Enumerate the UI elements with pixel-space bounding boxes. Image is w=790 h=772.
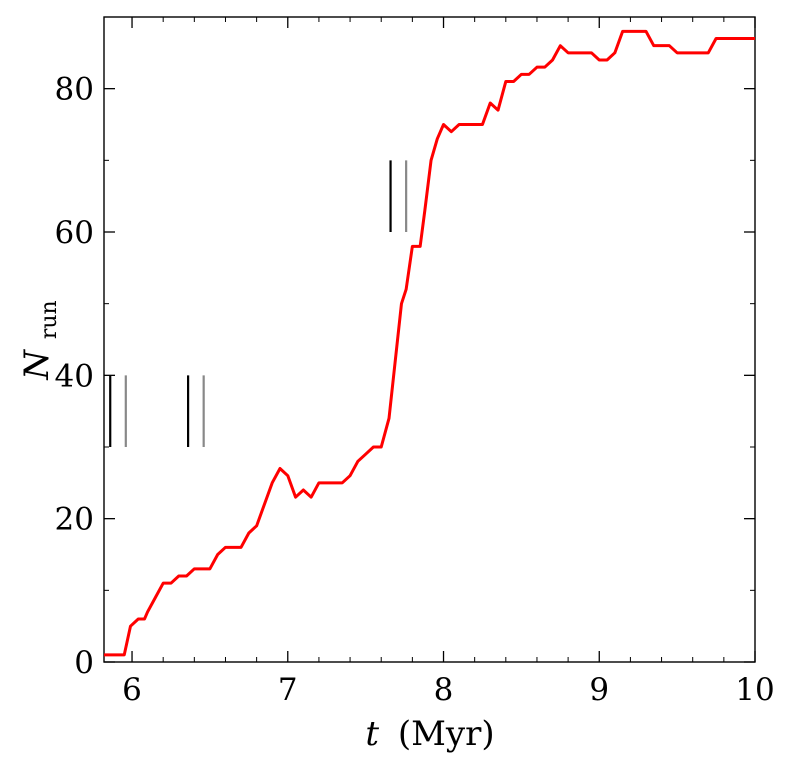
y-tick-label: 40	[55, 358, 94, 394]
series-group	[104, 29, 755, 657]
minor-ticks	[104, 17, 755, 662]
x-axis-label: t (Myr)	[365, 714, 494, 754]
y-tick-label: 60	[55, 215, 94, 251]
x-tick-label: 9	[589, 672, 609, 708]
y-tick-label: 80	[55, 72, 94, 108]
y-tick-label: 0	[74, 645, 94, 681]
x-tick-label: 10	[735, 672, 774, 708]
x-tick-label: 6	[122, 672, 142, 708]
series-line	[104, 29, 755, 657]
x-axis-label-var: t	[365, 714, 379, 754]
x-axis-label-unit: (Myr)	[398, 714, 495, 754]
tick-labels: 6 7 8 9 10 0 20 40 60 80	[55, 72, 775, 708]
y-axis-label-sub: run	[37, 300, 62, 339]
x-tick-label: 8	[434, 672, 454, 708]
y-tick-label: 20	[55, 502, 94, 538]
x-tick-label: 7	[278, 672, 298, 708]
y-axis-label: N run	[17, 300, 62, 380]
y-axis-label-var: N	[17, 349, 57, 381]
event-markers	[109, 160, 408, 447]
major-ticks	[104, 17, 756, 663]
plot-frame	[103, 16, 756, 663]
